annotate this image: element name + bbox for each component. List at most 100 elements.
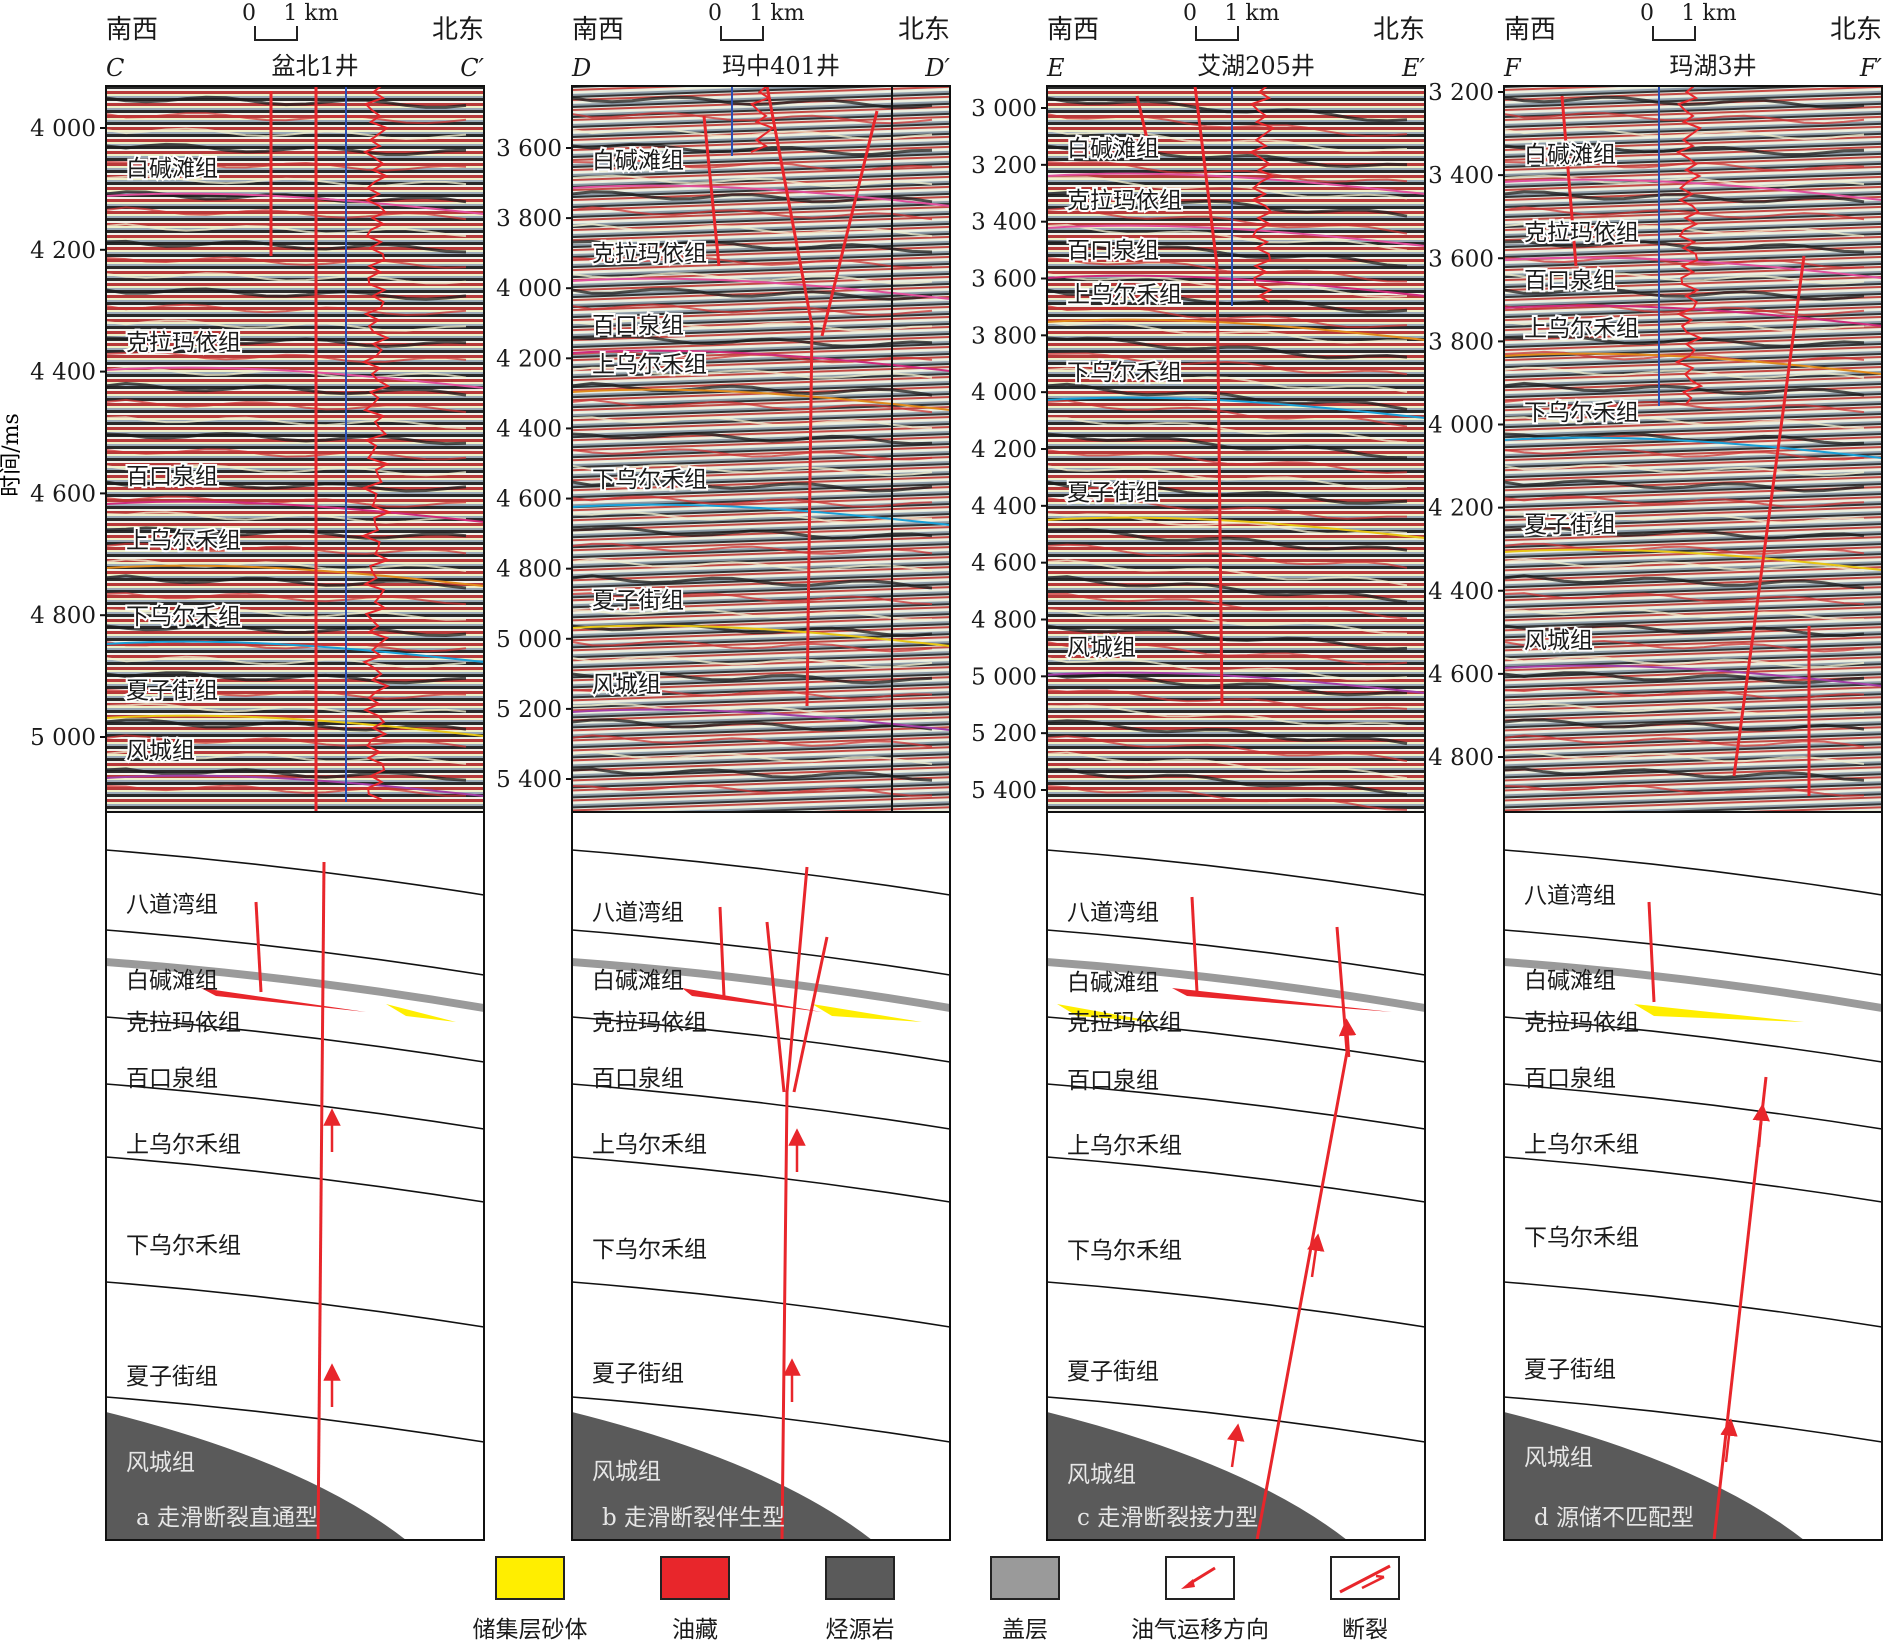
seismic-reflector [1503, 558, 1865, 572]
model-section [571, 812, 951, 1541]
model-formation-label: 风城组 [1067, 1462, 1136, 1488]
model-section [1046, 812, 1426, 1541]
seismic-reflector [1503, 287, 1865, 301]
model-formation-label: 克拉玛依组 [1524, 1010, 1639, 1036]
seismic-reflector [1046, 559, 1408, 587]
seismic-reflector [105, 495, 467, 508]
time-tick-label: 5 400 [496, 767, 562, 793]
migration-arrow-icon [1227, 1423, 1245, 1468]
seismic-reflector [1046, 207, 1408, 235]
seismic-reflector [105, 381, 467, 397]
horizon-line [1503, 256, 1883, 279]
cap-rock-layer [106, 958, 484, 1012]
seismic-reflector [1046, 735, 1408, 763]
time-tick-label: 5 200 [971, 721, 1037, 747]
time-tick-label: 4 000 [1428, 413, 1494, 439]
seismic-reflector [1503, 702, 1865, 716]
cap-rock-swatch [990, 1556, 1060, 1600]
well-log-curve [749, 85, 776, 153]
seismic-reflector [571, 750, 933, 765]
seismic-reflector [571, 206, 933, 221]
time-tick-label: 3 200 [1428, 80, 1494, 106]
legend-item-fault: 断裂 [1305, 1550, 1425, 1644]
scale-bar: 0 1 km [242, 1, 339, 41]
seismic-formation-label: 百口泉组 [1524, 268, 1616, 294]
seismic-reflector [105, 734, 467, 748]
seismic-reflector [105, 431, 467, 446]
seismic-reflector [571, 319, 933, 332]
model-formation-label: 百口泉组 [592, 1066, 684, 1092]
fault-line [1560, 95, 1578, 267]
scale-unit-label: 1 km [749, 1, 804, 26]
fault-line [1647, 901, 1656, 1003]
scale-bar-line [1652, 26, 1696, 41]
legend-item-migration: 油气运移方向 [1130, 1550, 1270, 1644]
well-log-curve [360, 85, 392, 801]
stratal-boundary [1503, 849, 1883, 896]
seismic-reflector [571, 655, 933, 669]
well-log-curve [1248, 85, 1276, 303]
seismic-formation-label: 下乌尔禾组 [592, 467, 707, 493]
seismic-reflector [571, 223, 933, 238]
seismic-reflector [105, 687, 467, 700]
fault-line [316, 861, 326, 1541]
model-formation-label: 白碱滩组 [126, 968, 218, 994]
source-rock-body [106, 1412, 406, 1540]
seismic-reflector [105, 624, 467, 638]
stratal-boundary [105, 1396, 485, 1443]
stratal-boundary [571, 1083, 951, 1130]
seismic-reflector [1046, 96, 1408, 123]
seismic-reflector [105, 142, 467, 156]
horizon-line [1503, 664, 1883, 687]
seismic-reflector [105, 448, 467, 461]
seismic-reflector [1046, 176, 1408, 200]
seismic-reflector [571, 142, 933, 156]
seismic-reflector [105, 592, 467, 606]
stratal-boundary [105, 1016, 485, 1063]
fault-line [792, 936, 829, 1093]
model-formation-label: 夏子街组 [126, 1364, 218, 1390]
scale-bar: 0 1 km [708, 1, 805, 41]
seismic-section [571, 85, 951, 812]
seismic-reflector [1503, 592, 1865, 606]
seismic-reflector [1503, 366, 1865, 379]
time-tick-label: 4 400 [496, 416, 562, 442]
model-frame [1046, 811, 1426, 1541]
seismic-reflector [1046, 449, 1408, 475]
seismic-reflector [1046, 417, 1408, 444]
model-formation-label: 夏子街组 [592, 1361, 684, 1387]
seismic-reflector [571, 127, 933, 141]
stratal-boundary [1503, 1083, 1883, 1130]
stratal-boundary [571, 929, 951, 976]
direction-left-label: 南西 [106, 15, 158, 45]
seismic-reflector [571, 734, 933, 748]
seismic-reflector [105, 511, 467, 524]
seismic-formation-label: 下乌尔禾组 [1067, 360, 1182, 386]
panel-a: 南西 北东0 1 kmC C′盆北1井白碱滩组克拉玛依组百口泉组上乌尔禾组下乌尔禾组夏… [30, 1, 485, 1541]
reservoir-sand-swatch [495, 1556, 565, 1600]
time-tick-label: 4 800 [496, 557, 562, 583]
horizon-line [105, 366, 485, 389]
seismic-reflector [571, 511, 933, 524]
model-formation-label: 百口泉组 [126, 1066, 218, 1092]
seismic-reflector [1046, 497, 1407, 520]
fault-line [1712, 1076, 1768, 1541]
seismic-formation-label: 百口泉组 [1067, 238, 1159, 264]
stratal-boundary [1046, 1156, 1426, 1203]
seismic-reflector [571, 381, 933, 397]
seismic-reflector [571, 526, 933, 540]
legend-item-source-rock: 烃源岩 [800, 1550, 920, 1644]
time-tick-label: 3 800 [1428, 329, 1494, 355]
horizon-line [1503, 352, 1883, 375]
seismic-formation-label: 风城组 [1067, 635, 1136, 661]
seismic-reflector [105, 239, 467, 254]
seismic-reflector [1503, 624, 1865, 638]
seismic-reflector [1503, 542, 1865, 555]
direction-left-label: 南西 [1047, 15, 1099, 45]
direction-right-label: 北东 [1373, 15, 1425, 45]
migration-arrow-icon [1307, 1233, 1325, 1278]
seismic-reflector [105, 608, 467, 621]
fault-line [718, 906, 726, 998]
horizon-line [571, 708, 951, 731]
seismic-formation-label: 白碱滩组 [592, 148, 684, 174]
